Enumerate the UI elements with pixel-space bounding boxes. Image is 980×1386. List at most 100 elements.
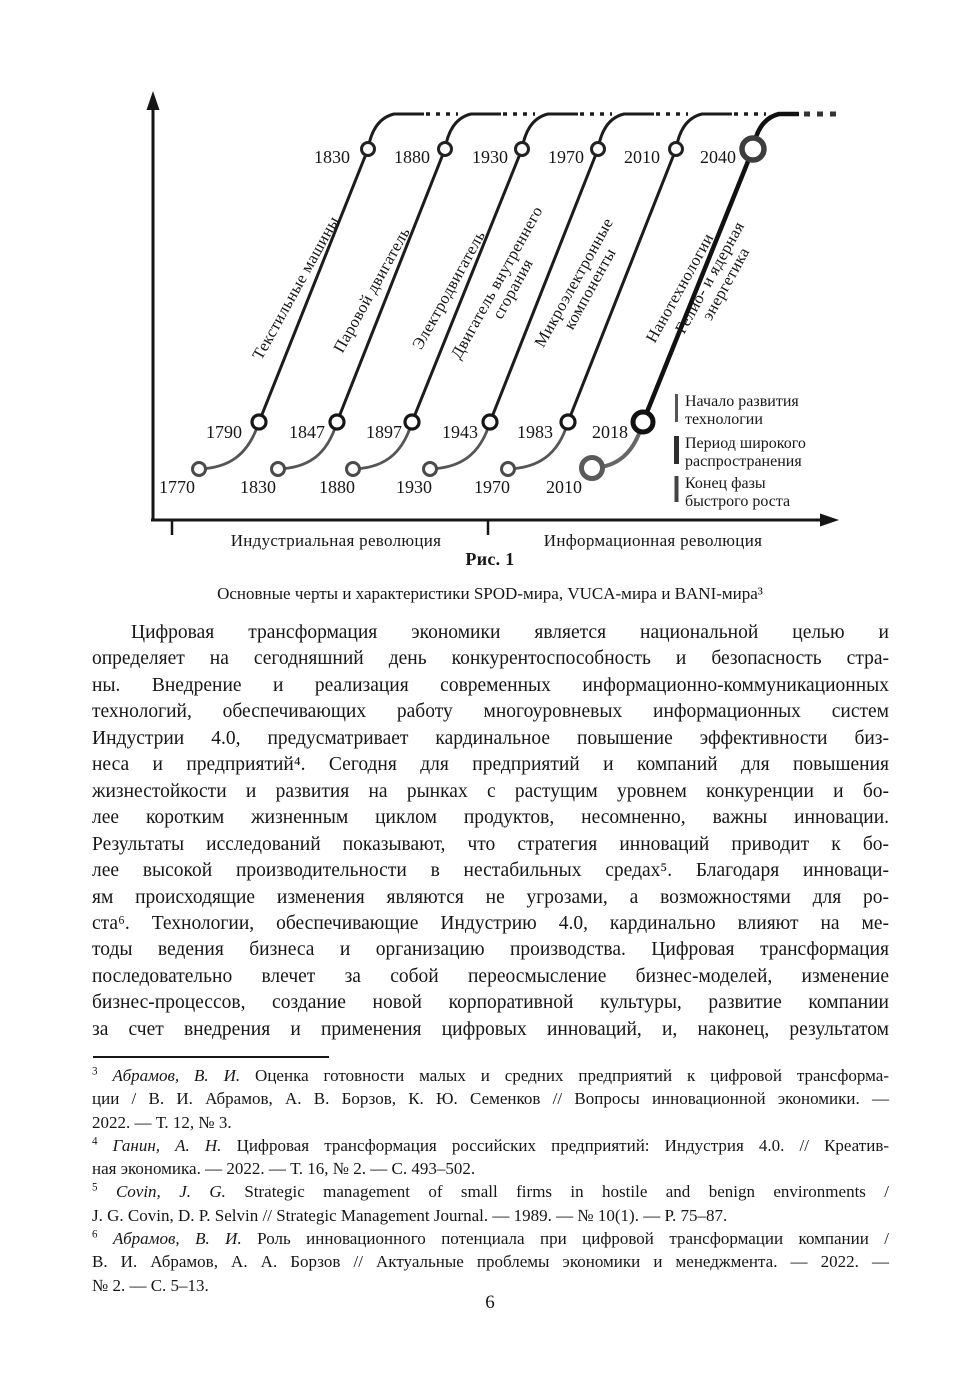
footnote-line: 3 Абрамов, В. И. Оценка готовности малых…	[92, 1064, 889, 1087]
body-line: жизнестойкости и развития на рынках с ра…	[92, 780, 889, 802]
start-node	[345, 461, 361, 477]
year-label-growth: 1847	[289, 422, 325, 442]
footnote-separator	[93, 1056, 329, 1058]
technology-labels: Текстильные машины Паровой двигатель Эле…	[248, 203, 753, 363]
growth-node	[403, 413, 421, 431]
year-label-top: 2040	[700, 147, 736, 167]
year-label-start: 1830	[240, 477, 276, 497]
curve-nodes	[191, 135, 767, 481]
footnote-line: 6 Абрамов, В. И. Роль инновационного пот…	[92, 1227, 889, 1250]
body-line: тоды ведения бизнеса и организацию произ…	[92, 939, 889, 961]
year-label-growth: 1983	[517, 422, 553, 442]
technology-s-curves-figure: Индустриальная революция Информационная …	[146, 91, 840, 550]
footnote-author: Абрамов, В. И.	[112, 1066, 241, 1085]
start-node	[422, 461, 438, 477]
end-node	[668, 141, 684, 157]
legend-label: Начало развития	[685, 393, 799, 410]
body-line: бизнес-процессов, создание новой корпора…	[92, 992, 889, 1014]
body-line: лее высокой производительности в нестаби…	[92, 860, 889, 882]
footnote-marker: 6	[92, 1228, 98, 1241]
legend-label: Конец фазы	[685, 475, 766, 492]
year-labels-growth: 1790 1847 1897 1943 1983 2018	[206, 422, 628, 442]
footnote-line: ная экономика. — 2022. — Т. 16, № 2. — С…	[92, 1159, 476, 1179]
footnote-text: Роль инновационного потенциала при цифро…	[257, 1229, 889, 1249]
year-label-start: 1930	[396, 477, 432, 497]
year-label-growth: 1897	[366, 422, 402, 442]
body-line: ям происходящие изменения являются не уг…	[92, 886, 889, 908]
legend-label: технологии	[685, 411, 763, 428]
footnote-author: Ганин, А. Н.	[112, 1135, 222, 1155]
year-label-growth: 1790	[206, 422, 242, 442]
year-label-start: 1770	[159, 477, 195, 497]
curve-bottom-arcs	[198, 421, 645, 471]
tech-label: Текстильные машины	[248, 213, 343, 363]
year-label-top: 2010	[624, 147, 660, 167]
legend-thick-bar	[674, 436, 679, 464]
body-line: неса и предприятий⁴. Сегодня для предпри…	[92, 754, 889, 776]
footnote-line: 5 Covin, J. G. Strategic management of s…	[92, 1180, 889, 1203]
legend-label: быстрого роста	[685, 493, 790, 510]
curve-arc	[429, 421, 492, 471]
axis-segment-label: Индустриальная революция	[231, 531, 442, 550]
growth-node	[559, 413, 577, 431]
growth-node	[328, 413, 346, 431]
legend-label: Период широкого	[685, 435, 806, 452]
end-node	[514, 141, 530, 157]
year-labels-start: 1770 1830 1880 1930 1970 2010	[159, 477, 582, 497]
footnote-3: 3 Абрамов, В. И. Оценка готовности малых…	[92, 1064, 889, 1134]
footnote-line: № 2. — С. 5–13.	[92, 1275, 209, 1295]
legend-thin-bar	[675, 394, 678, 422]
legend-label: распространения	[685, 453, 802, 470]
curve-arc	[507, 421, 570, 471]
figure-legend: Начало развития технологии Период широко…	[674, 393, 806, 510]
footnote-text: Цифровая трансформация российских предпр…	[236, 1135, 890, 1155]
footnote-line: 2022. — Т. 12, № 3.	[92, 1112, 232, 1132]
figure-caption-title: Основные черты и характеристики SPOD-мир…	[217, 584, 763, 603]
body-line: технологий, обеспечивающих работу многоу…	[92, 701, 889, 723]
footnote-line: ции / В. И. Абрамов, А. В. Борзов, К. Ю.…	[92, 1089, 889, 1109]
year-label-start: 1880	[319, 477, 355, 497]
curve-arc	[352, 421, 414, 471]
end-node	[590, 141, 606, 157]
end-node	[739, 135, 767, 163]
start-node	[579, 455, 605, 481]
body-line: Цифровая трансформация экономики являетс…	[131, 622, 889, 643]
footnote-marker: 5	[92, 1181, 98, 1194]
body-line: определяет на сегодняшний день конкурент…	[92, 648, 889, 670]
start-node	[500, 461, 516, 477]
x-axis-arrowhead	[820, 513, 839, 527]
year-label-growth: 1943	[442, 422, 478, 442]
body-line: ны. Внедрение и реализация современных и…	[92, 674, 889, 696]
footnotes: 3 Абрамов, В. И. Оценка готовности малых…	[92, 1064, 889, 1297]
page-number: 6	[485, 1292, 495, 1313]
end-node	[437, 141, 453, 157]
axes: Индустриальная революция Информационная …	[146, 91, 839, 550]
year-label-start: 1970	[474, 477, 510, 497]
body-line: лее коротким жизненным циклом продуктов,…	[92, 807, 889, 829]
footnote-marker: 3	[92, 1065, 98, 1078]
year-label-growth: 2018	[592, 422, 628, 442]
y-axis-arrowhead	[146, 91, 160, 110]
body-line: ста⁶. Технологии, обеспечивающие Индустр…	[92, 912, 889, 934]
footnote-6: 6 Абрамов, В. И. Роль инновационного пот…	[92, 1227, 889, 1297]
year-label-start: 2010	[546, 477, 582, 497]
axis-segment-label: Информационная революция	[544, 531, 762, 550]
start-node	[191, 461, 207, 477]
footnote-line: В. И. Абрамов, А. А. Борзов // Актуальны…	[92, 1252, 889, 1272]
body-paragraph: Цифровая трансформация экономики являетс…	[92, 620, 889, 1043]
footnote-5: 5 Covin, J. G. Strategic management of s…	[92, 1180, 889, 1227]
year-label-top: 1880	[394, 147, 430, 167]
year-labels-top: 1830 1880 1930 1970 2010 2040	[314, 147, 736, 167]
footnote-marker: 4	[92, 1135, 98, 1148]
year-label-top: 1830	[314, 147, 350, 167]
body-line: Индустрии 4.0, предусматривает кардиналь…	[92, 727, 889, 749]
curve-arc	[277, 421, 339, 471]
end-node	[360, 141, 376, 157]
footnote-author: Covin, J. G.	[115, 1182, 226, 1202]
year-label-top: 1930	[472, 147, 508, 167]
footnote-text: Strategic management of small firms in h…	[244, 1182, 890, 1202]
growth-node	[630, 409, 656, 435]
year-label-top: 1970	[548, 147, 584, 167]
figure-caption-label: Рис. 1	[465, 549, 515, 569]
